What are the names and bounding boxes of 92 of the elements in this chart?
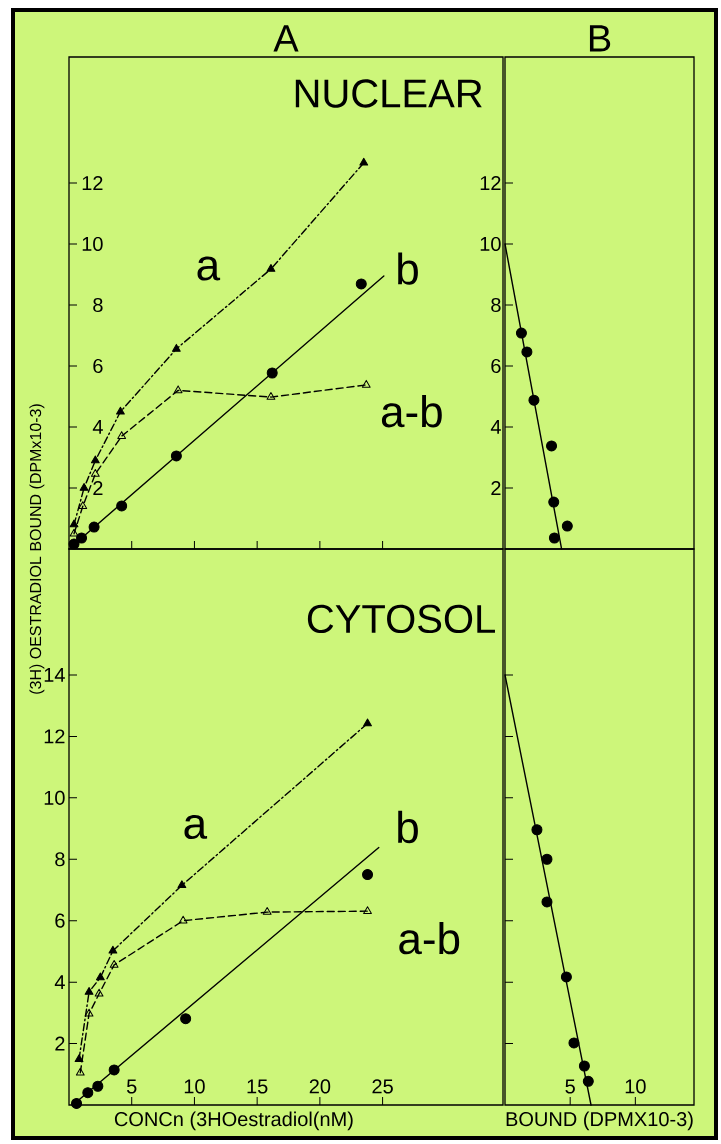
point (90, 455, 100, 464)
point (90, 468, 100, 477)
y-tick-label: 12 (44, 729, 65, 744)
x-tick-label: 25 (372, 1079, 393, 1094)
point (69, 528, 79, 537)
y-tick-label: 8 (55, 852, 65, 867)
y-tick-label: 6 (491, 358, 501, 374)
point (177, 880, 187, 889)
point (84, 986, 94, 995)
point (521, 346, 533, 358)
x-tick-label: 5 (565, 1079, 575, 1094)
point (578, 1060, 590, 1072)
annotation: a-b (399, 922, 460, 955)
point (546, 440, 558, 452)
point (582, 1075, 594, 1087)
y-tick-label: 2 (55, 1036, 65, 1051)
y-tick-label: 4 (490, 420, 501, 434)
point (92, 1080, 104, 1092)
annotation: a (184, 814, 208, 840)
point (363, 718, 372, 727)
x-tick-label: 20 (309, 1079, 331, 1094)
point (531, 824, 543, 836)
x-axis-title: CONCn (3HOestradiol(nM) (114, 1111, 353, 1131)
y-tick-label: 10 (480, 236, 501, 252)
point (262, 907, 272, 915)
y-tick-label: 10 (44, 790, 65, 805)
point (79, 482, 89, 491)
y-tick-label: 6 (93, 358, 103, 374)
text: CYTOSOL (307, 604, 495, 634)
x-tick-label: 10 (625, 1079, 646, 1094)
point (78, 501, 88, 510)
point (94, 988, 104, 997)
point (84, 1008, 94, 1017)
point (109, 959, 119, 968)
point (548, 532, 560, 544)
point (541, 896, 553, 908)
point (108, 945, 118, 954)
y-tick-label: 8 (93, 297, 103, 313)
point (359, 157, 369, 166)
point (362, 869, 374, 881)
point (560, 971, 572, 983)
y-tick-label: 10 (82, 236, 103, 252)
point (548, 496, 560, 508)
y-tick-label: 2 (93, 481, 103, 495)
point (568, 1037, 580, 1049)
y-tick-label: 14 (44, 668, 65, 682)
point (71, 1097, 83, 1109)
point (355, 278, 367, 290)
point (363, 906, 372, 914)
point (541, 853, 553, 865)
y-tick-label: 12 (480, 175, 501, 190)
x-axis-title: BOUND (DPMX10-3) (506, 1111, 693, 1131)
point (95, 972, 105, 981)
point (515, 327, 527, 339)
point (266, 263, 276, 272)
y-tick-label: 8 (491, 297, 501, 313)
annotation: a (197, 256, 221, 281)
point (116, 406, 125, 415)
point (266, 367, 278, 379)
point (69, 519, 79, 528)
annotation: b (398, 810, 418, 844)
point (178, 915, 188, 924)
point (173, 385, 183, 394)
y-tick-label: 6 (55, 913, 65, 928)
annotation: b (398, 252, 418, 285)
point (116, 500, 128, 512)
y-tick-label: 4 (92, 420, 103, 434)
y-tick-label: 4 (54, 975, 65, 990)
point (266, 392, 276, 400)
point (561, 520, 573, 532)
point (76, 532, 88, 544)
point (528, 394, 540, 406)
chart-subtitle: NUCLEAR (295, 79, 482, 108)
chart-title: A (273, 25, 299, 52)
x-tick-label: 15 (247, 1079, 268, 1094)
x-tick-label: 10 (184, 1079, 205, 1094)
x-tick-label: 5 (126, 1079, 137, 1094)
point (108, 1064, 120, 1076)
point (117, 431, 127, 439)
point (180, 1013, 192, 1025)
point (170, 450, 182, 462)
y-tick-label: 12 (82, 175, 103, 190)
point (74, 1054, 84, 1062)
chart-title: B (589, 25, 611, 52)
point (88, 521, 100, 533)
y-axis-title: (3H) OESTRADIOL BOUND (DPMx10-3) (29, 404, 45, 694)
point (171, 343, 181, 352)
point (75, 1067, 85, 1076)
point (361, 379, 371, 388)
y-tick-label: 2 (491, 481, 501, 495)
point (82, 1087, 94, 1099)
annotation: a-b (381, 395, 442, 428)
